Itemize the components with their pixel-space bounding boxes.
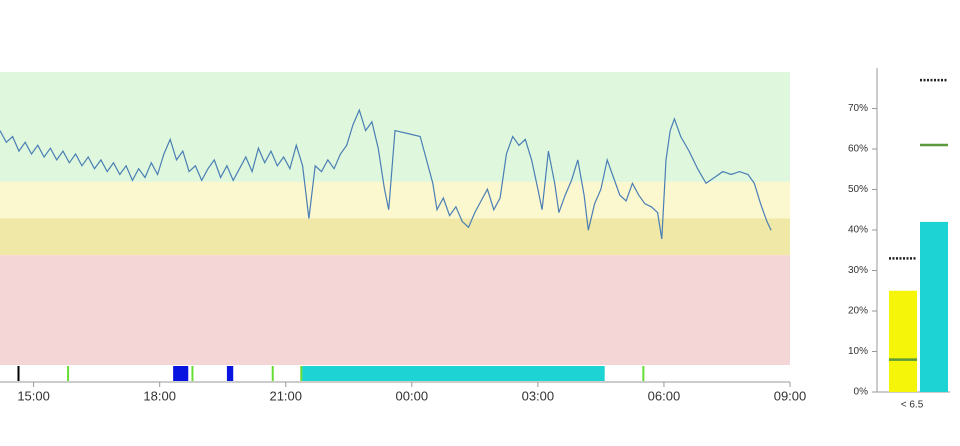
event-block xyxy=(226,366,234,381)
x-tick-label: 03:00 xyxy=(522,388,555,403)
y-tick-label: 40% xyxy=(848,225,868,236)
event-block xyxy=(173,366,189,381)
bar xyxy=(889,290,917,392)
y-tick-label: 60% xyxy=(848,144,868,155)
zone-band xyxy=(0,218,790,256)
x-tick-label: 15:00 xyxy=(17,388,50,403)
x-tick-label: 00:00 xyxy=(396,388,429,403)
y-tick-label: 10% xyxy=(848,346,868,357)
bar xyxy=(920,221,948,392)
y-tick-label: 20% xyxy=(848,306,868,317)
x-tick-label: 18:00 xyxy=(143,388,176,403)
zone-band xyxy=(0,72,790,182)
category-label: < 6.5 xyxy=(901,400,924,411)
zone-band xyxy=(0,181,790,219)
y-tick-label: 0% xyxy=(854,387,869,398)
event-block xyxy=(302,366,605,381)
signal-line xyxy=(0,108,772,240)
x-tick-label: 06:00 xyxy=(648,388,681,403)
x-tick-label: 09:00 xyxy=(774,388,807,403)
y-tick-label: 30% xyxy=(848,265,868,276)
y-tick-label: 70% xyxy=(848,103,868,114)
x-tick-label: 21:00 xyxy=(269,388,302,403)
zone-band xyxy=(0,255,790,365)
y-tick-label: 50% xyxy=(848,184,868,195)
